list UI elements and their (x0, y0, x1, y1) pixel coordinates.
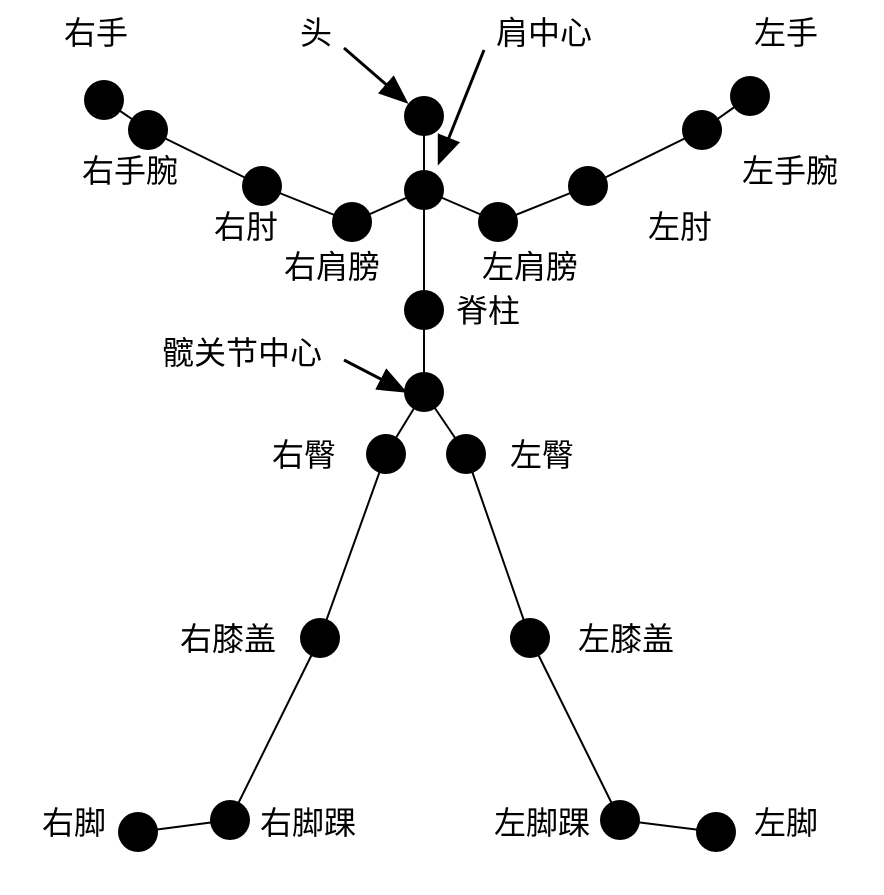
joint-left_hip (446, 434, 486, 474)
joint-hip_center (404, 372, 444, 412)
joint-left_wrist (682, 110, 722, 150)
skeleton-diagram: 头 肩中心脊柱髋关节中心 右手右手腕右肘右肩膀 左手左手腕左肘左肩膀右臀 左臀右膝盖 左膝… (0, 0, 884, 895)
joint-head (404, 96, 444, 136)
joint-label: 肩中心 (496, 15, 592, 51)
joint-left_foot (696, 812, 736, 852)
joint-label: 头 (300, 15, 332, 51)
nodes-group (84, 76, 770, 852)
joint-left_elbow (568, 166, 608, 206)
joint-right_knee (300, 618, 340, 658)
pointer-arrow (344, 48, 404, 100)
joint-label: 左脚踝 (494, 805, 590, 841)
joint-left_knee (510, 618, 550, 658)
joint-shoulder_center (404, 170, 444, 210)
bone-edge (230, 638, 320, 820)
joint-label: 右肩膀 (284, 249, 380, 285)
pointer-arrow (440, 50, 484, 160)
bone-edge (530, 638, 620, 820)
joint-label: 左脚 (754, 805, 818, 841)
joint-label: 左臀 (510, 437, 574, 473)
joint-label: 左肩膀 (482, 249, 578, 285)
joint-label: 右肘 (214, 209, 278, 245)
joint-label: 右脚踝 (260, 805, 356, 841)
joint-label: 右手 (64, 15, 128, 51)
joint-label: 右手腕 (82, 153, 178, 189)
joint-right_hip (366, 434, 406, 474)
joint-label: 右膝盖 (180, 621, 276, 657)
joint-right_ankle (210, 800, 250, 840)
joint-label: 脊柱 (456, 293, 520, 329)
joint-right_shoulder (332, 202, 372, 242)
joint-left_hand (730, 76, 770, 116)
joint-spine (404, 290, 444, 330)
joint-label: 右臀 (272, 437, 336, 473)
joint-label: 髋关节中心 (162, 335, 322, 371)
joint-left_shoulder (478, 202, 518, 242)
joint-right_hand (84, 80, 124, 120)
bone-edge (320, 454, 386, 638)
pointer-arrow (344, 360, 402, 390)
joint-label: 左膝盖 (578, 621, 674, 657)
joint-right_elbow (242, 166, 282, 206)
joint-label: 左手 (754, 15, 818, 51)
joint-right_foot (118, 812, 158, 852)
joint-right_wrist (128, 110, 168, 150)
joint-label: 左手腕 (742, 153, 838, 189)
joint-left_ankle (600, 800, 640, 840)
bone-edge (466, 454, 530, 638)
joint-label: 左肘 (648, 209, 712, 245)
joint-label: 右脚 (42, 805, 106, 841)
